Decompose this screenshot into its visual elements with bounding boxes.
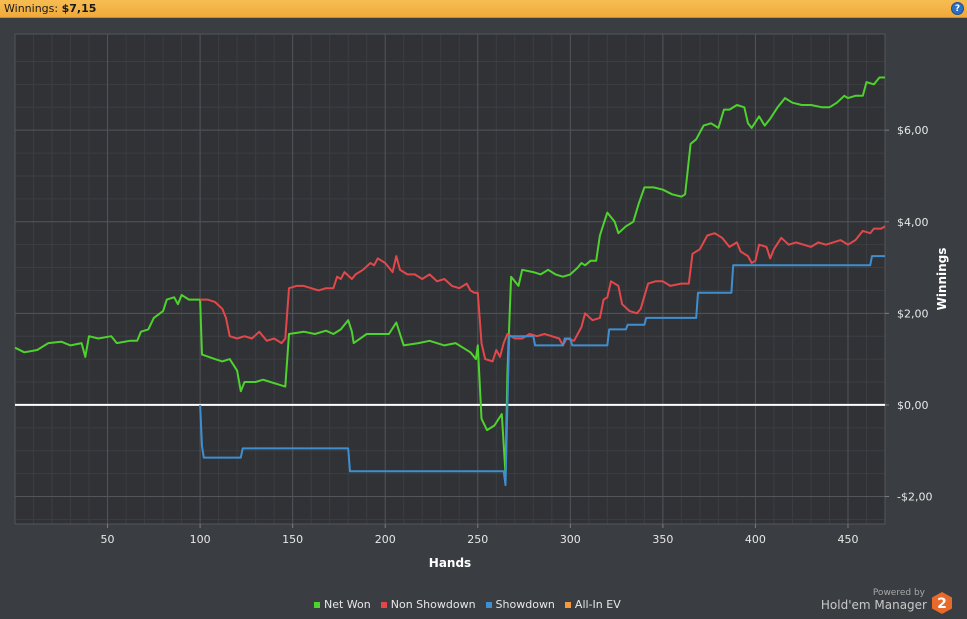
powered-by-text: Powered by	[872, 588, 925, 598]
series-line-net-won	[14, 76, 885, 475]
winnings-summary: Winnings: $7,15	[4, 2, 96, 15]
brand-name: Hold'em Manager	[820, 598, 927, 612]
legend-swatch	[314, 601, 320, 608]
legend-label: All-In EV	[574, 598, 621, 611]
x-axis-ticks: 50 100 150 200 250 300 350 400 450	[101, 524, 858, 546]
legend-swatch	[485, 601, 492, 608]
x-tick-label: 400	[745, 533, 766, 546]
series-line-showdown	[199, 255, 885, 487]
legend-item-showdown[interactable]: Showdown	[485, 598, 555, 611]
x-tick-label: 300	[560, 533, 581, 546]
y-tick-label: $6,00	[897, 124, 929, 137]
x-tick-label: 200	[375, 533, 396, 546]
logo-glyph: 2	[937, 596, 947, 612]
legend-item-all-in-ev[interactable]: All-In EV	[564, 598, 621, 611]
x-tick-label: 150	[282, 533, 303, 546]
x-tick-label: 450	[837, 533, 858, 546]
series-line-non-showdown	[200, 225, 886, 363]
x-axis-label: Hands	[429, 556, 471, 570]
x-tick-label: 50	[101, 533, 115, 546]
legend-label: Showdown	[495, 598, 555, 611]
winnings-label: Winnings:	[4, 2, 59, 15]
winnings-header-bar: Winnings: $7,15 ?	[0, 0, 967, 18]
y-axis-label: Winnings	[935, 248, 949, 311]
winnings-value: $7,15	[61, 2, 97, 15]
y-tick-label: $4,00	[897, 216, 929, 229]
x-tick-label: 350	[652, 533, 673, 546]
y-tick-label: $0,00	[897, 399, 929, 412]
legend-swatch	[380, 601, 387, 608]
plot-background	[15, 34, 885, 524]
holdem-manager-logo-icon: 2	[932, 592, 952, 614]
x-tick-label: 100	[190, 533, 211, 546]
winnings-line-chart: 50 100 150 200 250 300 350 400 450 -$2,00 $0,00 $2…	[14, 33, 949, 570]
y-axis-ticks: -$2,00 $0,00 $2,00 $4,00 $6,00	[885, 124, 932, 504]
chart-grid	[14, 33, 886, 525]
plot-border	[14, 33, 886, 525]
legend-label: Net Won	[324, 598, 371, 611]
y-tick-label: -$2,00	[897, 491, 932, 504]
help-icon[interactable]: ?	[951, 2, 964, 15]
chart-legend: Net Won Non Showdown Showdown All-In EV	[314, 598, 621, 611]
legend-label: Non Showdown	[390, 598, 476, 611]
chart-series	[14, 76, 886, 487]
legend-item-non-showdown[interactable]: Non Showdown	[380, 598, 476, 611]
legend-swatch	[564, 601, 571, 608]
x-tick-label: 250	[467, 533, 488, 546]
legend-item-net-won[interactable]: Net Won	[314, 598, 371, 611]
y-tick-label: $2,00	[897, 307, 929, 320]
